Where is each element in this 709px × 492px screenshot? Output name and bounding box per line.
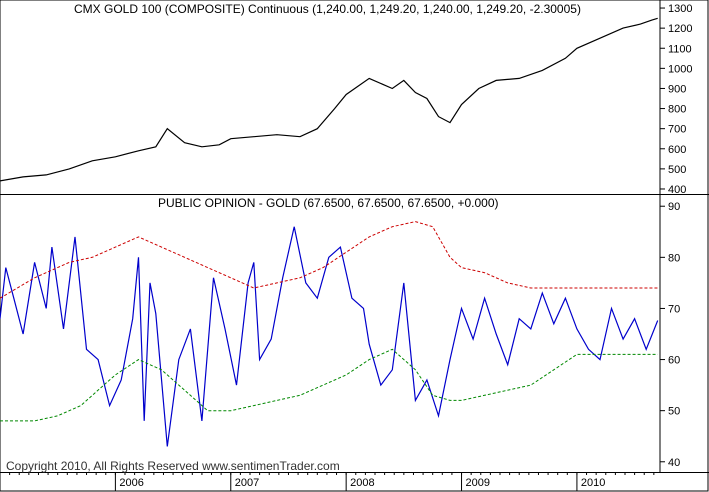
y-tick-label-0-9: 400 [668,184,686,196]
y-tick-label-0-5: 800 [668,104,686,116]
y-tick-label-1-5: 40 [668,457,680,469]
opinion-chart-title: PUBLIC OPINION - GOLD (67.6500, 67.6500,… [158,196,499,210]
y-tick-label-1-0: 90 [668,201,680,213]
x-tick-label-4: 2010 [581,477,605,489]
y-tick-label-0-6: 700 [668,124,686,136]
gold-chart-title: CMX GOLD 100 (COMPOSITE) Continuous (1,2… [74,2,581,16]
y-tick-label-1-1: 80 [668,252,680,264]
y-tick-label-0-4: 900 [668,83,686,95]
series-line-1-1 [0,221,658,299]
y-tick-label-0-0: 1300 [668,3,692,15]
y-tick-label-0-3: 1000 [668,63,692,75]
copyright-notice: Copyright 2010, All Rights Reserved www.… [6,459,340,473]
series-line-1-0 [0,226,659,447]
y-tick-label-1-3: 60 [668,355,680,367]
series-line-1-2 [0,348,658,422]
y-tick-label-0-2: 1100 [668,43,692,55]
x-tick-label-2: 2008 [350,477,374,489]
x-tick-label-0: 2006 [119,477,143,489]
y-tick-label-0-8: 500 [668,164,686,176]
x-tick-label-1: 2007 [235,477,259,489]
y-tick-label-1-4: 50 [668,406,680,418]
x-tick-label-3: 2009 [466,477,490,489]
y-tick-label-1-2: 70 [668,303,680,315]
y-tick-label-0-7: 600 [668,144,686,156]
series-line-0-0 [0,17,658,182]
y-tick-label-0-1: 1200 [668,23,692,35]
